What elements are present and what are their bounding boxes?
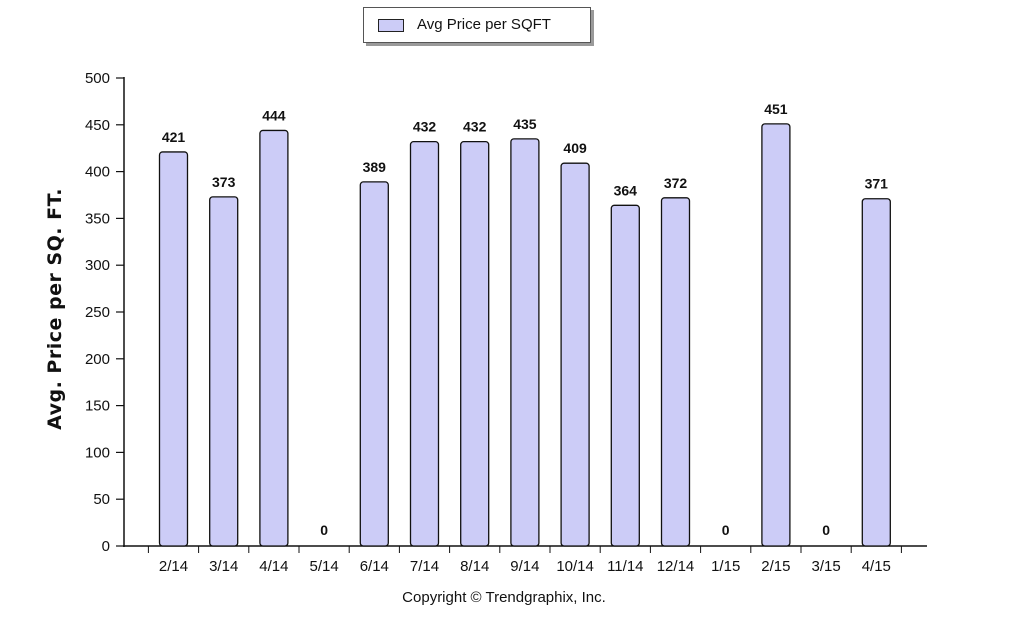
data-label: 444: [262, 107, 286, 123]
x-axis: 2/14 3/14 4/14 5/14 6/14 7/14 8/14 9/14 10/14 11/…: [123, 545, 927, 575]
data-label: 0: [320, 522, 328, 538]
x-tick-label: 10/14: [556, 558, 594, 575]
y-tick-label: 350: [85, 210, 110, 227]
legend: Avg Price per SQFT: [363, 7, 591, 43]
y-tick-label: 50: [93, 491, 110, 508]
bar: [259, 129, 289, 547]
bar: [158, 151, 189, 547]
x-tick-label: 7/14: [410, 558, 439, 575]
y-axis: 0 50 100 150 200 250 300 350 400 450 500: [85, 70, 125, 555]
data-label: 0: [822, 522, 830, 538]
bar: [209, 196, 239, 547]
x-tick-label: 1/15: [711, 558, 740, 575]
x-tick-label: 6/14: [360, 558, 389, 575]
x-tick-label: 5/14: [309, 558, 338, 575]
x-tick-label: 2/15: [761, 558, 790, 575]
x-tick-label: 3/15: [811, 558, 840, 575]
y-tick-label: 200: [85, 351, 110, 368]
x-tick-label: 4/15: [862, 558, 891, 575]
x-tick-label: 11/14: [607, 558, 643, 575]
x-tick-label: 3/14: [209, 558, 238, 575]
y-tick-label: 400: [85, 164, 110, 181]
y-tick-label: 0: [102, 538, 110, 555]
data-label: 372: [664, 175, 688, 191]
bar: [510, 138, 540, 547]
data-label: 432: [463, 119, 487, 135]
bars: [158, 123, 891, 547]
bar: [409, 140, 440, 547]
data-label: 389: [363, 159, 387, 175]
bar: [610, 204, 640, 547]
bar: [460, 140, 490, 547]
bar: [660, 197, 691, 547]
copyright-footer: Copyright © Trendgraphix, Inc.: [0, 589, 1036, 606]
y-tick-label: 150: [85, 398, 110, 415]
bar: [861, 198, 891, 547]
data-label: 364: [614, 182, 638, 198]
data-labels: 421 373 444 0 389 432 432 435 409 364 372 0 451 0 371: [162, 101, 888, 538]
x-tick-label: 4/14: [259, 558, 288, 575]
legend-swatch: [378, 19, 404, 32]
bar: [761, 123, 791, 547]
data-label: 409: [563, 140, 587, 156]
data-label: 435: [513, 116, 537, 132]
data-label: 421: [162, 129, 186, 145]
y-tick-label: 300: [85, 257, 110, 274]
legend-label: Avg Price per SQFT: [417, 16, 551, 33]
y-tick-label: 100: [85, 444, 110, 461]
bar: [560, 162, 590, 547]
copyright-text: Copyright © Trendgraphix, Inc.: [402, 589, 606, 606]
data-label: 451: [764, 101, 788, 117]
data-label: 371: [865, 176, 889, 192]
y-tick-label: 250: [85, 304, 110, 321]
x-tick-label: 8/14: [460, 558, 489, 575]
bar: [359, 181, 389, 547]
data-label: 432: [413, 119, 437, 135]
y-axis-label: Avg. Price per SQ. FT.: [44, 188, 66, 430]
y-tick-label: 450: [85, 117, 110, 134]
x-tick-label: 2/14: [159, 558, 188, 575]
x-tick-label: 9/14: [510, 558, 539, 575]
data-label: 0: [722, 522, 730, 538]
y-tick-label: 500: [85, 70, 110, 87]
data-label: 373: [212, 174, 236, 190]
x-tick-label: 12/14: [657, 558, 695, 575]
